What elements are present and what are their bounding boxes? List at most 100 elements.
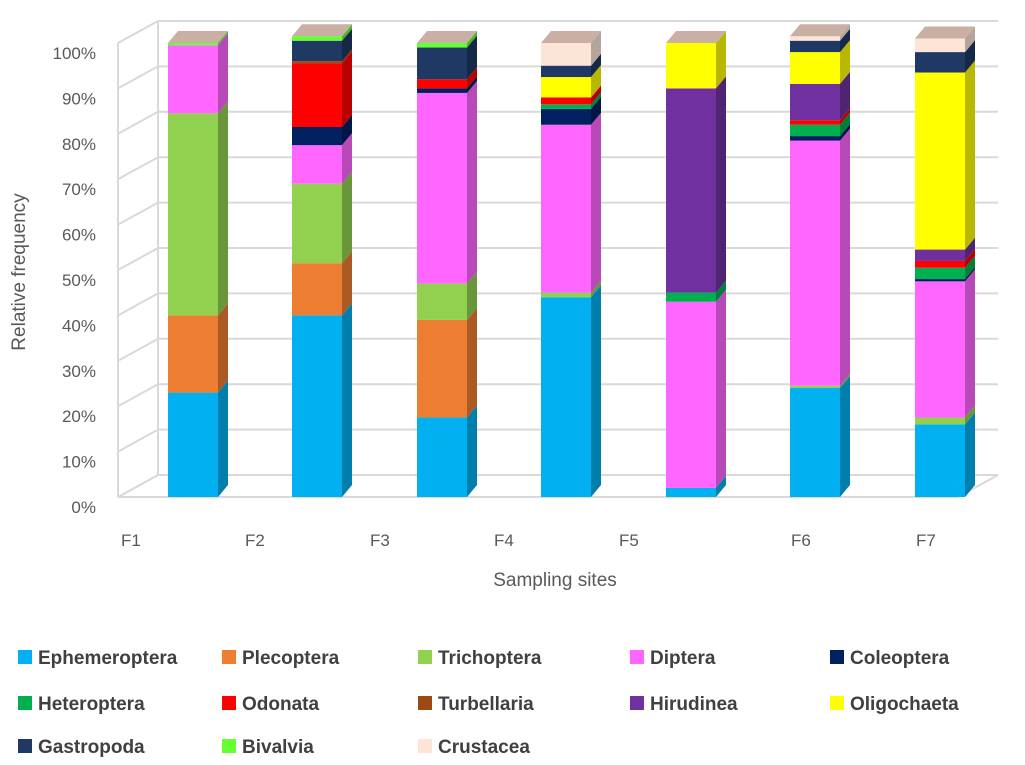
legend-swatch xyxy=(830,650,844,664)
bar-segment-oligochaeta xyxy=(915,60,975,250)
bar-segment-trichoptera xyxy=(417,271,477,320)
bar-segment-turbellaria xyxy=(292,49,352,64)
side-gridline xyxy=(117,110,159,135)
legend-item: Turbellaria xyxy=(418,694,534,715)
bar-segment-heteroptera xyxy=(790,112,850,137)
legend-item: Trichoptera xyxy=(418,648,542,669)
legend-label: Coleoptera xyxy=(850,648,950,669)
x-tick-labels: F1 F2 F3 F4 F5 F6 F7 xyxy=(121,531,936,550)
legend-swatch xyxy=(222,739,236,753)
x-tick-label: F4 xyxy=(494,531,514,550)
bar-top-cap xyxy=(790,24,850,37)
legend-item: Bivalvia xyxy=(222,737,314,758)
legend-swatch xyxy=(418,650,432,664)
bar-segment-odonata xyxy=(790,108,850,125)
bar-segment-coleoptera xyxy=(417,76,477,93)
legend-label: Bivalvia xyxy=(242,737,314,758)
legend-label: Turbellaria xyxy=(438,694,534,715)
bar-segment-oligochaeta xyxy=(790,40,850,84)
legend-label: Trichoptera xyxy=(438,648,542,669)
side-gridline xyxy=(117,247,159,271)
legend-swatch xyxy=(18,696,32,710)
bar-top-cap xyxy=(168,31,228,43)
side-gridline xyxy=(117,428,159,453)
bar-stack-F1 xyxy=(168,31,228,497)
bar-stack-F3 xyxy=(417,31,477,497)
legend-swatch xyxy=(630,650,644,664)
x-tick-label: F2 xyxy=(245,531,265,550)
bar-segment-crustacea xyxy=(790,24,850,41)
bar-segment-diptera xyxy=(541,112,601,293)
bar-stack-F4 xyxy=(541,31,601,497)
x-axis-title: Sampling sites xyxy=(493,570,617,591)
bar-segment-coleoptera xyxy=(292,114,352,146)
bar-segment-gastropoda xyxy=(915,40,975,73)
bar-segment-diptera xyxy=(666,289,726,488)
y-tick-label: 100% xyxy=(53,44,96,63)
legend-label: Oligochaeta xyxy=(850,694,959,715)
legend-item: Heteroptera xyxy=(18,694,145,715)
bar-segment-gastropoda xyxy=(790,28,850,53)
side-gridline xyxy=(117,20,159,44)
bar-segment-gastropoda xyxy=(417,35,477,80)
bar-segment-heteroptera xyxy=(541,92,601,109)
legend-label: Gastropoda xyxy=(38,737,145,758)
bar-segment-ephemeroptera xyxy=(417,405,477,497)
legend-label: Odonata xyxy=(242,694,319,715)
bar-stack-F5 xyxy=(666,31,726,497)
bar-segment-plecoptera xyxy=(292,251,352,316)
bar-top-cap xyxy=(541,31,601,43)
legend-item: Coleoptera xyxy=(830,648,950,669)
bar-top-cap xyxy=(666,31,726,43)
side-gridline xyxy=(117,201,159,226)
bar-segment-coleoptera xyxy=(541,96,601,125)
y-axis-title: Relative frequency xyxy=(9,193,30,351)
legend-swatch xyxy=(18,739,32,753)
bar-segment-gastropoda xyxy=(292,28,352,62)
legend-item: Crustacea xyxy=(418,737,530,758)
bar-segment-trichoptera xyxy=(790,373,850,389)
bar-segment-heteroptera xyxy=(915,255,975,280)
legend-swatch xyxy=(418,739,432,753)
y-tick-label: 50% xyxy=(62,271,96,290)
bar-segment-hirudinea xyxy=(915,237,975,261)
bar-segment-ephemeroptera xyxy=(666,475,726,497)
bar-segment-plecoptera xyxy=(417,307,477,418)
legend-item: Diptera xyxy=(630,648,716,669)
side-gridline xyxy=(117,292,159,317)
bar-segment-gastropoda xyxy=(541,53,601,78)
bar-segment-oligochaeta xyxy=(666,31,726,89)
y-tick-label: 90% xyxy=(62,89,96,108)
legend-label: Ephemeroptera xyxy=(38,648,178,669)
legend-item: Ephemeroptera xyxy=(18,648,178,669)
bar-segment-coleoptera xyxy=(915,267,975,282)
y-tick-label: 80% xyxy=(62,135,96,154)
legend: Ephemeroptera Plecoptera Trichoptera Dipter… xyxy=(18,648,959,758)
x-tick-label: F5 xyxy=(619,531,639,550)
x-tick-label: F6 xyxy=(791,531,811,550)
bar-segment-ephemeroptera xyxy=(292,303,352,497)
bar-segment-diptera xyxy=(292,133,352,184)
x-tick-label: F1 xyxy=(121,531,141,550)
legend-label: Hirudinea xyxy=(650,694,738,715)
bar-segment-hirudinea xyxy=(790,71,850,121)
legend-label: Plecoptera xyxy=(242,648,340,669)
bar-stack-F6 xyxy=(790,24,850,497)
bar-segment-crustacea xyxy=(915,26,975,53)
y-tick-label: 20% xyxy=(62,407,96,426)
y-tick-labels: 0% 10% 20% 30% 40% 50% 60% 70% 80% 90% 100% xyxy=(53,44,96,517)
legend-label: Crustacea xyxy=(438,737,530,758)
legend-label: Heteroptera xyxy=(38,694,145,715)
legend-swatch xyxy=(418,696,432,710)
legend-item: Gastropoda xyxy=(18,737,145,758)
bar-top-cap xyxy=(915,26,975,39)
x-tick-label: F3 xyxy=(370,531,390,550)
y-tick-label: 70% xyxy=(62,180,96,199)
bar-segment-bivalvia xyxy=(417,31,477,48)
bar-segment-coleoptera xyxy=(790,124,850,141)
bar-top-cap xyxy=(417,31,477,43)
legend-swatch xyxy=(830,696,844,710)
y-tick-label: 60% xyxy=(62,226,96,245)
bar-segment-odonata xyxy=(292,51,352,127)
